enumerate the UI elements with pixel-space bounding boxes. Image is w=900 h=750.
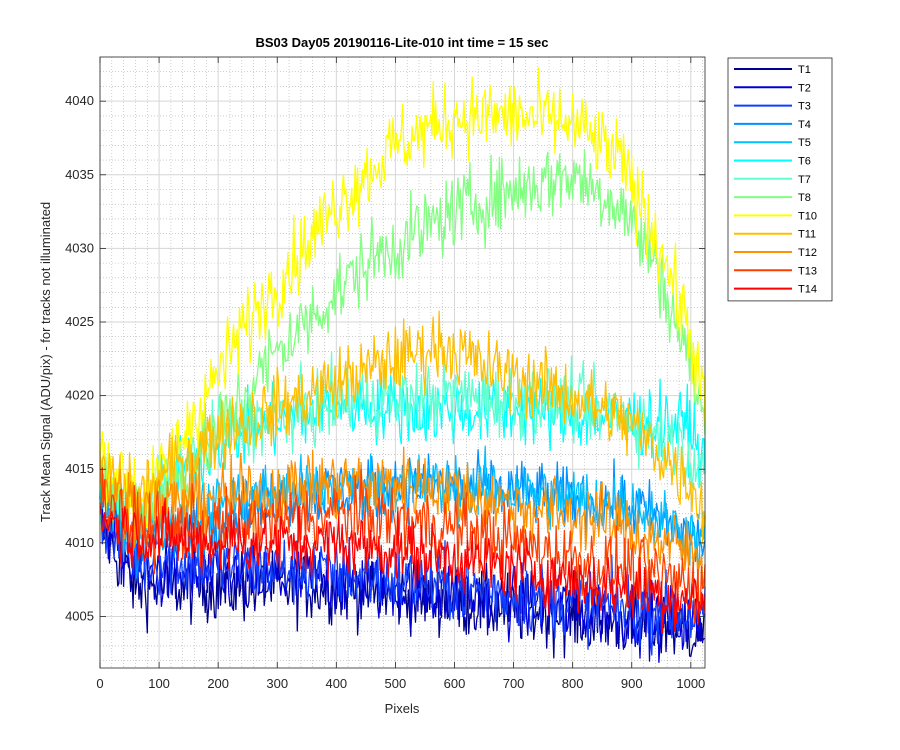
legend-label: T10 — [798, 210, 817, 222]
x-tick-label: 1000 — [676, 676, 705, 691]
x-tick-label: 700 — [503, 676, 525, 691]
y-tick-label: 4010 — [65, 535, 94, 550]
y-tick-label: 4030 — [65, 240, 94, 255]
x-tick-label: 100 — [148, 676, 170, 691]
series-line-t14 — [99, 497, 706, 634]
y-tick-label: 4015 — [65, 461, 94, 476]
x-tick-label: 400 — [325, 676, 347, 691]
legend-label: T14 — [798, 284, 817, 296]
y-tick-label: 4020 — [65, 388, 94, 403]
x-tick-label: 500 — [385, 676, 407, 691]
series-group — [99, 67, 706, 663]
axes: 4005 4010 4015 4020 4025 4030 4035 4040 0 100 200 3… — [65, 57, 705, 691]
legend-label: T6 — [798, 156, 811, 168]
x-tick-label: 600 — [444, 676, 466, 691]
series-line-t12 — [99, 446, 706, 585]
chart-title: BS03 Day05 20190116-Lite-010 int time = … — [255, 35, 548, 50]
x-tick-label: 300 — [266, 676, 288, 691]
x-axis-label: Pixels — [385, 701, 420, 716]
legend-label: T4 — [798, 119, 811, 131]
legend-label: T11 — [798, 229, 816, 241]
legend-label: T3 — [798, 101, 811, 113]
y-tick-label: 4005 — [65, 608, 94, 623]
grid — [99, 56, 705, 668]
y-tick-label: 4025 — [65, 314, 94, 329]
y-axis-label: Track Mean Signal (ADU/pix) - for tracks… — [38, 202, 53, 522]
series-line-t10 — [99, 67, 706, 529]
x-tick-label: 900 — [621, 676, 643, 691]
legend-label: T12 — [798, 247, 817, 259]
legend-label: T5 — [798, 137, 811, 149]
x-tick-label: 200 — [207, 676, 229, 691]
legend-label: T13 — [798, 265, 817, 277]
x-tick-label: 800 — [562, 676, 584, 691]
y-tick-label: 4040 — [65, 93, 94, 108]
x-tick-label: 0 — [96, 676, 103, 691]
legend-label: T2 — [798, 82, 811, 94]
legend: T1 T2 T3 T4 T5 T6 T7 T8 T10 T11 T12 T13 T14 — [727, 57, 833, 302]
legend-label: T1 — [798, 64, 811, 76]
plot-frame — [99, 56, 706, 669]
legend-label: T7 — [798, 174, 811, 186]
y-tick-label: 4035 — [65, 167, 94, 182]
series-line-t11 — [99, 310, 706, 545]
legend-label: T8 — [798, 192, 811, 204]
